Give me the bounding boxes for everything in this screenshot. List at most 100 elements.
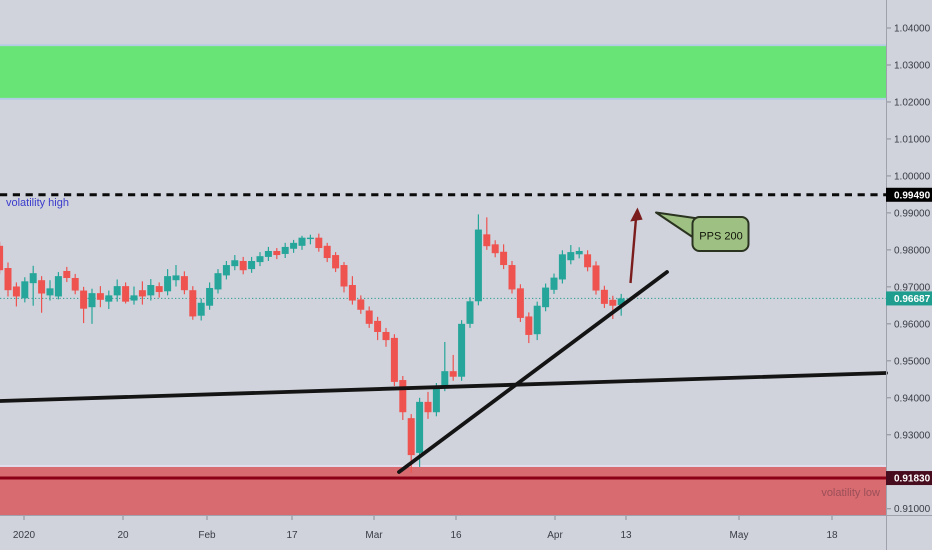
candle <box>424 391 432 419</box>
candle-body <box>96 293 104 300</box>
x-tick-label: 13 <box>620 530 632 541</box>
y-tick-label: 0.98000 <box>894 245 931 256</box>
candle <box>21 277 29 303</box>
y-tick-label: 0.94000 <box>894 393 931 404</box>
arrow-shaft[interactable] <box>629 215 638 284</box>
candle <box>0 241 4 274</box>
candle-body <box>71 277 79 291</box>
candle <box>222 260 230 280</box>
candle-body <box>533 305 541 335</box>
support-trendline-steep[interactable] <box>397 270 669 474</box>
volatility-high-zone[interactable] <box>0 46 886 98</box>
candle <box>390 334 398 386</box>
candle-body <box>416 401 424 453</box>
candle <box>46 280 54 301</box>
candle <box>382 327 390 347</box>
candle-body <box>29 273 37 284</box>
candle-body <box>298 237 306 246</box>
candle <box>138 281 146 305</box>
y-tick-label: 1.03000 <box>894 60 931 71</box>
candle <box>550 273 558 294</box>
candle-body <box>407 418 415 456</box>
price-badge <box>886 291 932 306</box>
candle-body <box>458 323 466 377</box>
candle-body <box>63 270 71 278</box>
candle-body <box>374 320 382 332</box>
y-tick-label: 0.99000 <box>894 208 931 219</box>
candle-body <box>542 287 550 308</box>
candle <box>105 290 113 310</box>
candle-body <box>80 290 88 309</box>
candle <box>542 283 550 312</box>
candle-body <box>483 234 491 247</box>
candle <box>374 316 382 341</box>
arrow-head[interactable] <box>630 207 643 222</box>
y-tick-label: 0.97000 <box>894 282 931 293</box>
candle <box>365 306 373 328</box>
candle <box>197 298 205 321</box>
candle-body <box>558 254 566 280</box>
candle-body <box>609 299 617 306</box>
candle <box>130 286 138 305</box>
candle-body <box>0 245 4 271</box>
candle-body <box>516 288 524 318</box>
candle <box>281 242 289 259</box>
candle <box>533 301 541 341</box>
candle-body <box>172 275 180 281</box>
candle <box>231 255 239 271</box>
candle-body <box>231 260 239 267</box>
candle <box>458 320 466 381</box>
pps-flag[interactable]: PPS 200 <box>655 211 750 252</box>
trendlines[interactable] <box>0 270 888 474</box>
candle <box>273 248 281 260</box>
candle-body <box>264 250 272 257</box>
candle-body <box>323 245 331 259</box>
x-tick-label: Apr <box>547 530 563 541</box>
candle <box>399 375 407 420</box>
candle-body <box>21 281 29 299</box>
candle <box>600 285 608 308</box>
x-tick-label: 18 <box>826 530 838 541</box>
candle-body <box>567 252 575 261</box>
time-axis[interactable]: 2020 20 Feb 17 Mar 16 Apr 13 May 18 <box>0 515 932 542</box>
candle-body <box>575 250 583 255</box>
candle-body <box>12 286 20 297</box>
price-badge <box>886 187 932 202</box>
candle-body <box>525 316 533 335</box>
candle <box>29 265 37 306</box>
candle-body <box>290 242 298 249</box>
candle <box>609 295 617 320</box>
price-bands[interactable] <box>0 44 886 515</box>
pps-flag-body[interactable] <box>691 216 750 252</box>
candle-body <box>399 380 407 413</box>
candle <box>63 266 71 283</box>
candle <box>71 273 79 295</box>
support-trendline-long[interactable] <box>0 371 888 403</box>
candle-body <box>130 295 138 301</box>
candle-body <box>180 276 188 291</box>
price-axis[interactable]: 1.04000 1.03000 1.02000 1.01000 1.00000 0.990… <box>886 0 932 550</box>
candle <box>491 240 499 258</box>
candle <box>54 272 62 300</box>
candle <box>164 269 172 296</box>
candle <box>172 265 180 287</box>
candle <box>264 246 272 261</box>
y-tick-label: 0.93000 <box>894 430 931 441</box>
candle-series <box>0 214 625 473</box>
candle-body <box>617 298 625 305</box>
y-tick-label: 0.95000 <box>894 356 931 367</box>
candle-body <box>54 276 62 297</box>
candle-body <box>4 268 12 291</box>
candle-body <box>105 295 113 302</box>
level-lines[interactable] <box>0 193 886 480</box>
candle <box>306 234 314 245</box>
volatility-low-zone[interactable] <box>0 466 886 515</box>
candle <box>80 286 88 324</box>
candle-body <box>449 371 457 377</box>
candle-body <box>248 260 256 270</box>
candle <box>500 244 508 270</box>
breakout-arrow[interactable] <box>629 207 643 284</box>
price-badge-label: 0.99490 <box>894 190 931 201</box>
